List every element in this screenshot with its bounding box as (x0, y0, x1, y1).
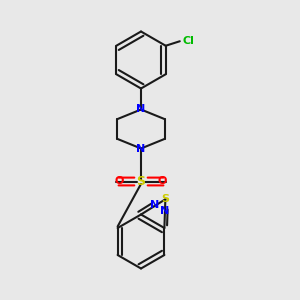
Text: N: N (136, 104, 146, 115)
Text: O: O (115, 176, 124, 187)
Text: Cl: Cl (182, 36, 194, 46)
Text: N: N (160, 206, 170, 216)
Text: S: S (161, 194, 169, 204)
Text: S: S (136, 175, 146, 188)
Text: N: N (150, 200, 159, 210)
Text: N: N (136, 143, 146, 154)
Text: O: O (158, 176, 167, 187)
